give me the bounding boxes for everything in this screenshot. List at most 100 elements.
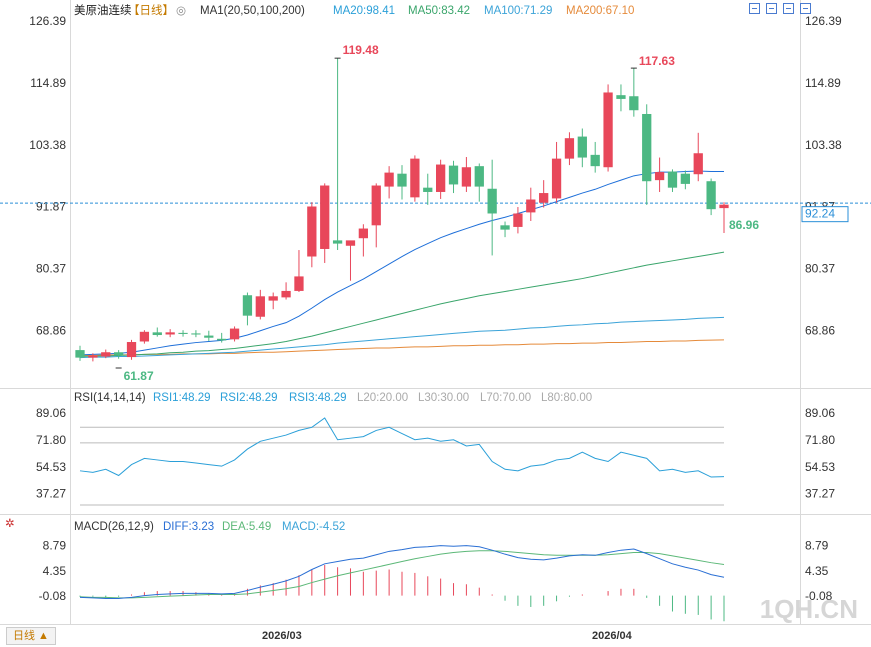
price-tick-left: 103.38 — [29, 138, 66, 152]
candle-body — [139, 331, 150, 342]
rsi-tick-left: 89.06 — [36, 406, 66, 420]
macd-axis: 8.79 8.79 4.35 4.35 -0.08 -0.08 — [39, 539, 833, 603]
price-tick-right: 114.89 — [805, 76, 841, 90]
candle-body — [101, 352, 111, 357]
candle-body — [423, 187, 433, 192]
candle-body — [384, 172, 394, 187]
candle-body — [500, 225, 510, 230]
period-tag: 【日线】 — [128, 3, 174, 17]
candle-body — [307, 206, 317, 257]
candle — [719, 202, 729, 234]
candle — [229, 326, 240, 342]
candle-body — [706, 181, 716, 210]
candle — [165, 329, 175, 338]
candle-body — [114, 352, 124, 356]
candle — [126, 339, 137, 360]
rsi-header: RSI(14,14,14) RSI1:48.29 RSI2:48.29 RSI3… — [74, 392, 592, 404]
x-tick-label: 2026/03 — [262, 630, 302, 642]
candle — [332, 58, 343, 251]
dea-value: DEA:5.49 — [222, 521, 271, 533]
diff-line — [79, 545, 725, 599]
candle-body — [551, 158, 562, 199]
candle — [448, 160, 459, 194]
candle — [320, 183, 330, 263]
price-tick-left: 68.86 — [36, 323, 66, 337]
candle — [693, 132, 703, 182]
candle — [242, 292, 253, 326]
macd-value: MACD:-4.52 — [282, 521, 345, 533]
toolbar-icons — [749, 3, 811, 14]
candle-body — [680, 173, 690, 184]
scroll-right-icon[interactable] — [800, 3, 811, 14]
candle — [680, 170, 690, 190]
candle-body — [281, 290, 291, 298]
candle-body — [268, 296, 278, 301]
candle — [474, 163, 484, 202]
candle-body — [75, 350, 85, 358]
candle-body — [371, 185, 381, 226]
candle — [616, 84, 626, 112]
guide-lines — [80, 426, 724, 506]
macd-header: ✲ MACD(26,12,9) DIFF:3.23 DEA:5.49 MACD:… — [5, 518, 345, 533]
rsi-tick-right: 54.53 — [805, 460, 835, 474]
scroll-left-icon[interactable] — [783, 3, 794, 14]
macd-tick-right: 4.35 — [805, 564, 829, 578]
low-label: 61.87 — [124, 369, 154, 383]
candle — [526, 187, 536, 222]
rsi-tick-left: 71.80 — [36, 433, 66, 447]
candle-body — [126, 342, 137, 358]
candle — [667, 169, 678, 192]
macd-label: MACD(26,12,9) — [74, 521, 154, 533]
candle — [397, 165, 407, 200]
x-axis-labels: 2026/03 2026/04 — [262, 630, 633, 642]
candle — [217, 332, 227, 343]
macd-tick-left: -0.08 — [39, 589, 67, 603]
candle — [281, 282, 291, 300]
candle-body — [461, 167, 472, 187]
period-button[interactable]: 日线 ▲ — [6, 627, 56, 645]
rsi-tick-left: 54.53 — [36, 460, 66, 474]
candle — [500, 221, 510, 238]
high-label: 119.48 — [343, 43, 379, 57]
candle — [603, 84, 613, 172]
candle-body — [448, 165, 459, 185]
candle — [384, 166, 394, 199]
macd-histogram — [79, 564, 725, 622]
rsi-tick-right: 89.06 — [805, 406, 835, 420]
candle-body — [217, 338, 227, 341]
candle-body — [667, 171, 678, 188]
candle — [539, 180, 549, 208]
candle — [294, 250, 304, 293]
diff-value: DIFF:3.23 — [163, 521, 214, 533]
candle-body — [603, 92, 613, 168]
candle-body — [526, 199, 536, 213]
candlesticks — [75, 58, 729, 362]
price-tick-left: 91.87 — [36, 200, 66, 214]
candle — [75, 345, 85, 361]
price-tick-left: 80.37 — [36, 262, 66, 276]
last-ma-label: 86.96 — [729, 218, 759, 232]
rsi-line — [79, 417, 725, 478]
price-tick-right: 103.38 — [805, 138, 842, 152]
ma20-value: MA20:98.41 — [333, 5, 395, 17]
candle-body — [294, 276, 304, 291]
rsi-tick-right: 37.27 — [805, 487, 835, 501]
macd-tick-left: 8.79 — [43, 539, 67, 553]
candle — [551, 141, 562, 203]
rsi1-value: RSI1:48.29 — [153, 392, 211, 404]
zoom-in-icon[interactable] — [749, 3, 760, 14]
candle-body — [654, 172, 665, 181]
rsi-axis: 89.06 89.06 71.80 71.80 54.53 54.53 37.27 37.27 — [36, 406, 835, 500]
candle-body — [178, 332, 188, 334]
ma20-line — [79, 170, 725, 356]
macd-settings-icon: ✲ — [5, 518, 15, 530]
watermark: 1QH.CN — [760, 594, 858, 624]
pane-frames — [0, 0, 871, 625]
zoom-out-icon[interactable] — [766, 3, 777, 14]
candle — [461, 157, 472, 192]
l30-value: L30:30.00 — [418, 392, 469, 404]
candle-body — [204, 335, 214, 338]
candle-body — [590, 154, 600, 167]
candle — [371, 183, 381, 248]
